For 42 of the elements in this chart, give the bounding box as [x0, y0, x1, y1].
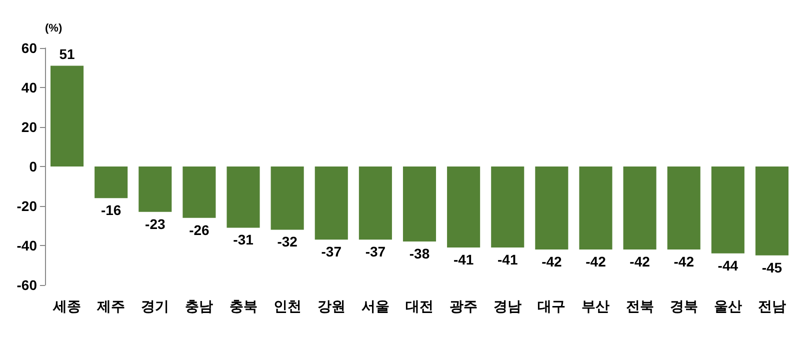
data-label: -42 — [542, 253, 562, 270]
y-tick-label: 0 — [29, 158, 38, 174]
x-tick-label: 경기 — [141, 298, 170, 314]
data-label: -41 — [498, 251, 518, 268]
x-tick-label: 부산 — [582, 298, 610, 314]
y-tick-label: -40 — [16, 238, 38, 254]
data-label: -44 — [718, 257, 738, 274]
data-label: -42 — [586, 253, 606, 270]
data-label: -42 — [674, 253, 694, 270]
x-tick-label: 충북 — [229, 298, 258, 314]
x-tick-label: 전북 — [626, 298, 654, 314]
data-label: -16 — [100, 202, 122, 218]
y-axis-title: (%) — [45, 22, 62, 34]
data-label: -42 — [630, 253, 650, 270]
data-label: -38 — [409, 246, 430, 262]
data-label: -37 — [321, 244, 342, 260]
x-tick-label: 제주 — [96, 298, 126, 314]
data-label: -41 — [453, 251, 474, 268]
x-tick-label: 경북 — [670, 298, 698, 314]
x-tick-label: 서울 — [361, 298, 390, 314]
x-tick-label: 경남 — [494, 298, 522, 314]
y-tick-label: 20 — [21, 119, 38, 135]
data-label: -31 — [233, 232, 254, 248]
data-label: -26 — [189, 222, 210, 238]
data-label: -23 — [145, 216, 166, 232]
y-tick-label: -20 — [16, 198, 38, 214]
data-label: 51 — [59, 46, 76, 62]
y-tick-label: 60 — [21, 40, 38, 56]
y-tick-label: 40 — [21, 80, 38, 96]
x-tick-label: 전남 — [758, 298, 786, 314]
x-tick-label: 광주 — [450, 298, 478, 314]
x-tick-label: 충남 — [185, 298, 214, 314]
x-tick-label: 울산 — [714, 298, 742, 314]
x-tick-label: 강원 — [317, 298, 346, 314]
x-tick-label: 대구 — [538, 298, 566, 314]
y-tick-label: -60 — [16, 277, 38, 293]
x-tick-label: 인천 — [273, 298, 302, 314]
data-label: -45 — [762, 259, 782, 276]
x-tick-label: 세종 — [52, 298, 82, 314]
data-label: -32 — [277, 234, 298, 250]
data-label: -37 — [365, 244, 386, 260]
x-tick-label: 대전 — [406, 298, 434, 314]
